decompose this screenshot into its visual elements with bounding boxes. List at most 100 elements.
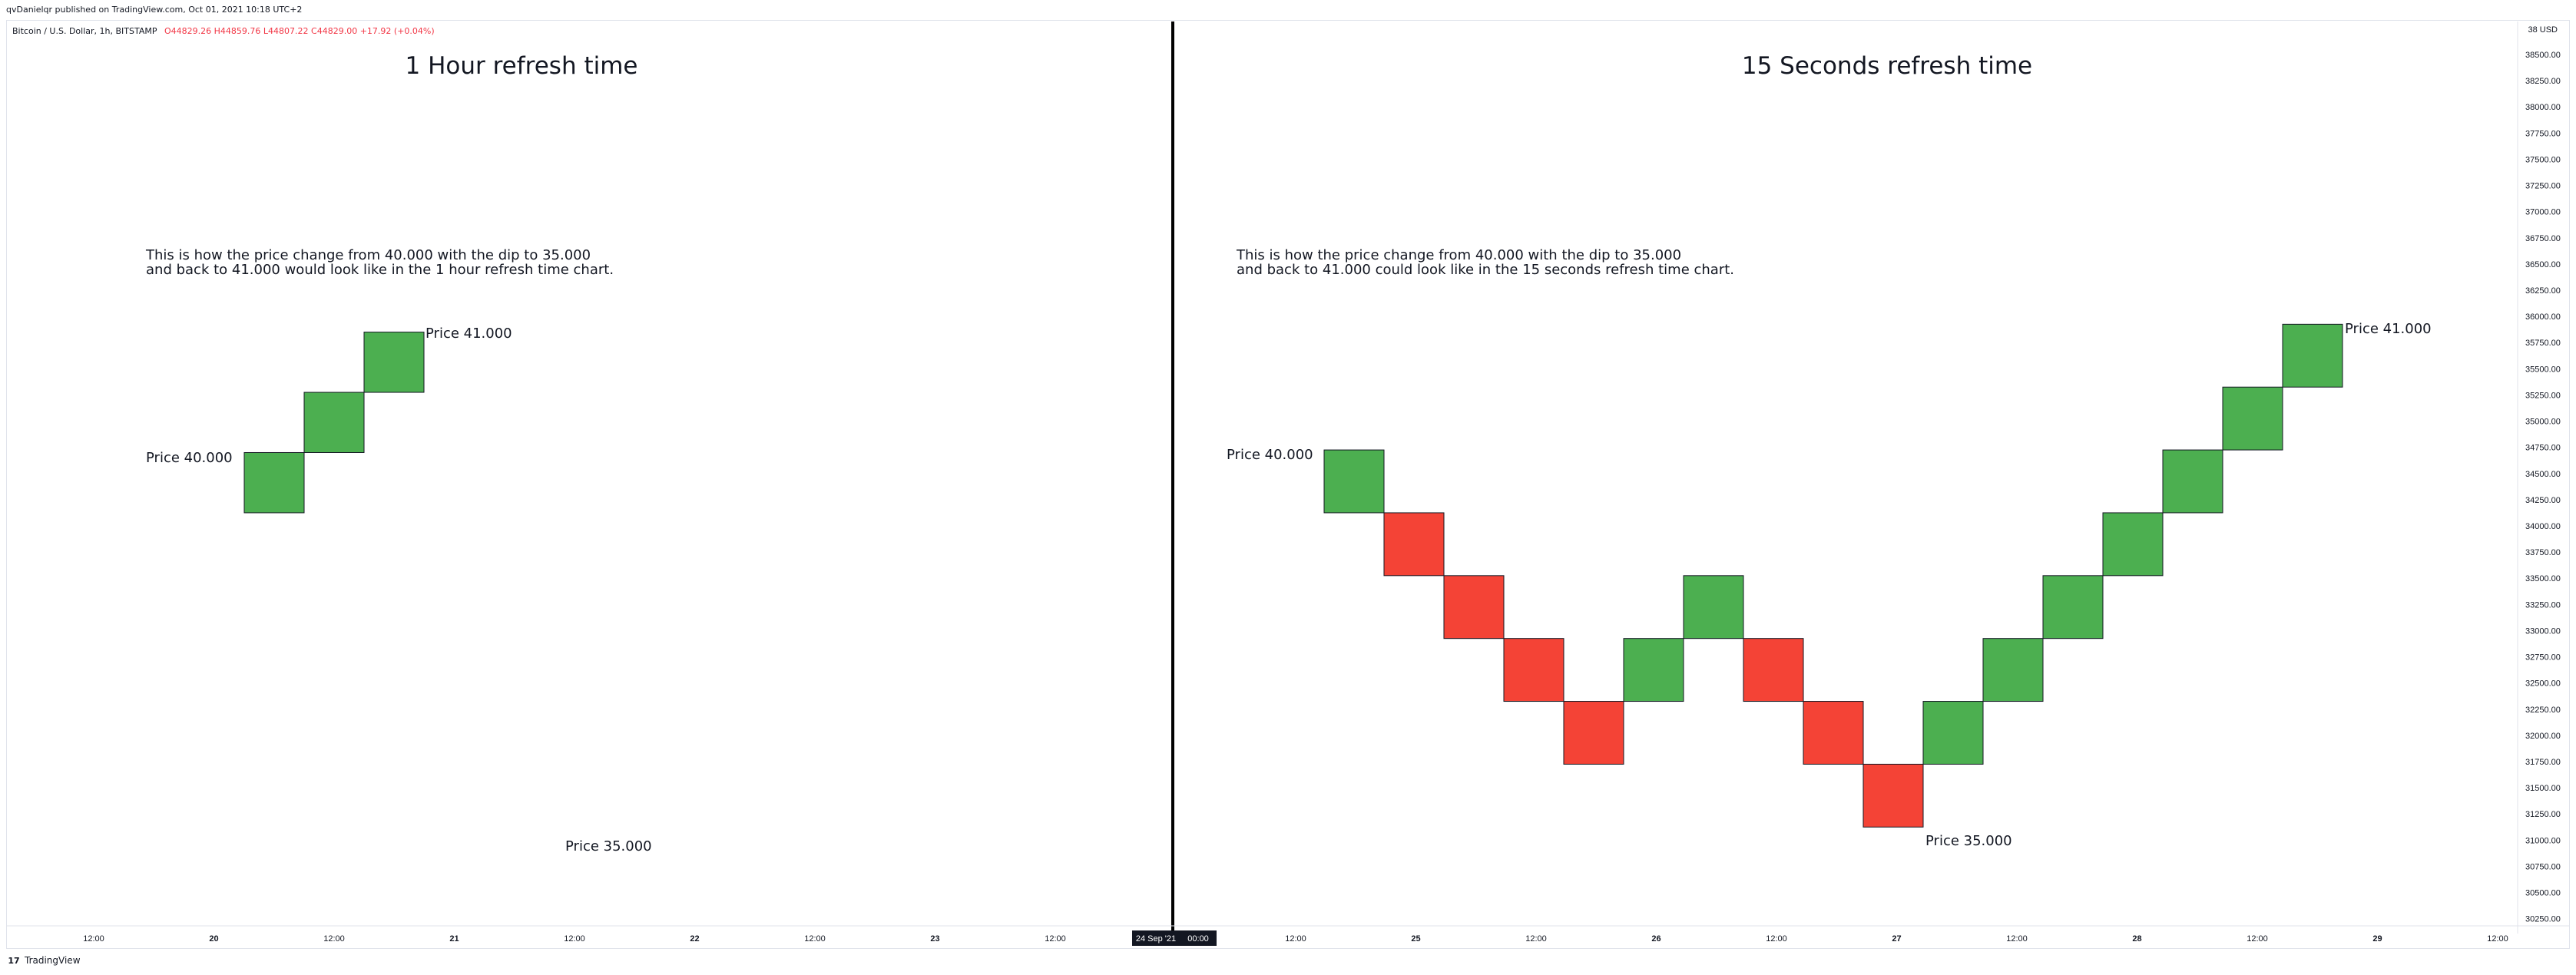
price-tick-label: 33750.00 [2525, 548, 2561, 557]
crosshair-time-label: 00:00 [1187, 934, 1209, 944]
price-tick-label: 37250.00 [2525, 182, 2561, 191]
panel-description-15s: This is how the price change from 40.000… [1236, 247, 1681, 263]
time-tick-label: 12:00 [804, 934, 826, 944]
price-tick-label: 33000.00 [2525, 626, 2561, 636]
renko-brick-down [1503, 638, 1564, 702]
time-tick-label: 22 [690, 934, 699, 944]
crosshair-date-badge [1132, 930, 1217, 946]
price-tick-label: 35500.00 [2525, 365, 2561, 374]
panel-description-15s: and back to 41.000 could look like in th… [1237, 262, 1734, 278]
renko-chart[interactable]: 38 USD 38500.00 38250.00 38000.00 37750.00 37… [0, 0, 2576, 952]
currency-label: 38 USD [2528, 25, 2558, 35]
renko-brick-down [1803, 701, 1864, 765]
price-tick-label: 35750.00 [2525, 339, 2561, 348]
panel-title-1h: 1 Hour refresh time [406, 52, 638, 80]
price-tick-label: 37750.00 [2525, 129, 2561, 138]
time-tick-label: 12:00 [1285, 934, 1306, 944]
price-tick-label: 34750.00 [2525, 444, 2561, 453]
renko-brick-up [1922, 701, 1984, 765]
price-tick-label: 32250.00 [2525, 706, 2561, 715]
brand-label[interactable]: TradingView [25, 955, 81, 966]
time-tick-label: 12:00 [564, 934, 585, 944]
renko-brick-up [2222, 386, 2283, 451]
time-tick-label: 20 [209, 934, 218, 944]
open-value: O44829.26 [164, 26, 212, 36]
renko-brick-up [243, 451, 305, 514]
time-tick-label: 12:00 [1766, 934, 1787, 944]
chart-frame [6, 20, 2570, 949]
time-tick-label: 29 [2372, 934, 2382, 944]
time-tick-label: 12:00 [83, 934, 104, 944]
renko-brick-up [1683, 575, 1744, 640]
time-axis[interactable]: 12:00 20 12:00 21 12:00 22 12:00 23 12:00 12:00 25… [83, 930, 2508, 946]
low-value: L44807.22 [263, 26, 309, 36]
renko-brick-down [1743, 638, 1804, 702]
renko-brick-down [1563, 701, 1624, 765]
symbol-label: Bitcoin / U.S. Dollar, 1h, BITSTAMP [12, 26, 157, 36]
footer: 17 TradingView [8, 955, 81, 966]
price-tick-label: 32750.00 [2525, 653, 2561, 663]
time-tick-label: 25 [1411, 934, 1420, 944]
price-tick-label: 33500.00 [2525, 574, 2561, 583]
time-tick-label: 23 [930, 934, 939, 944]
price-tick-label: 38500.00 [2525, 51, 2561, 60]
renko-brick-up [1623, 638, 1684, 702]
renko-brick-up [1323, 449, 1385, 514]
publisher-line: qvDanielqr published on TradingView.com,… [6, 5, 303, 15]
price-tick-label: 38250.00 [2525, 77, 2561, 86]
price-tick-label: 33250.00 [2525, 600, 2561, 610]
change-value: +17.92 (+0.04%) [359, 26, 435, 36]
price-tick-label: 34000.00 [2525, 522, 2561, 531]
price-tick-label: 36000.00 [2525, 312, 2561, 322]
time-tick-label: 28 [2132, 934, 2141, 944]
price-tick-label: 35000.00 [2525, 418, 2561, 427]
price-tick-label: 36250.00 [2525, 286, 2561, 296]
price-tick-label: 37000.00 [2525, 208, 2561, 217]
high-value: H44859.76 [214, 26, 261, 36]
price-tick-label: 35250.00 [2525, 391, 2561, 400]
price-tick-label: 30250.00 [2525, 915, 2561, 924]
price-tick-label: 36500.00 [2525, 260, 2561, 269]
price-tick-label: 31750.00 [2525, 758, 2561, 767]
time-tick-label: 12:00 [2006, 934, 2028, 944]
renko-brick-up [363, 332, 425, 393]
price-annotation: Price 35.000 [565, 838, 652, 854]
renko-brick-up [2162, 449, 2223, 514]
price-annotation: Price 41.000 [2345, 321, 2432, 337]
renko-brick-up [303, 392, 365, 453]
time-tick-label: 21 [449, 934, 459, 944]
time-tick-label: 12:00 [1525, 934, 1547, 944]
price-tick-label: 32000.00 [2525, 732, 2561, 741]
time-tick-label: 26 [1651, 934, 1660, 944]
time-tick-label: 12:00 [2247, 934, 2268, 944]
renko-brick-down [1383, 512, 1445, 577]
price-tick-label: 34500.00 [2525, 470, 2561, 479]
price-annotation: Price 41.000 [425, 326, 512, 342]
price-tick-label: 37500.00 [2525, 155, 2561, 164]
price-tick-label: 30500.00 [2525, 889, 2561, 898]
price-annotation: Price 35.000 [1925, 833, 2012, 849]
renko-brick-up [1982, 638, 2044, 702]
price-tick-label: 30750.00 [2525, 862, 2561, 871]
price-tick-label: 31000.00 [2525, 836, 2561, 845]
tradingview-logo-icon[interactable]: 17 [8, 955, 20, 966]
panel-description-1h: and back to 41.000 would look like in th… [146, 262, 614, 278]
renko-bricks [243, 323, 2343, 828]
panel-description-1h: This is how the price change from 40.000… [145, 247, 591, 263]
time-tick-label: 12:00 [2487, 934, 2508, 944]
renko-brick-down [1862, 763, 1924, 828]
renko-brick-up [2102, 512, 2164, 577]
renko-brick-down [1443, 575, 1505, 640]
panel-title-15s: 15 Seconds refresh time [1742, 52, 2032, 80]
time-tick-label: 12:00 [323, 934, 345, 944]
price-annotation: Price 40.000 [1227, 447, 1313, 463]
crosshair-date-label: 24 Sep '21 [1136, 934, 1176, 944]
price-annotation: Price 40.000 [146, 450, 233, 466]
price-tick-label: 38000.00 [2525, 103, 2561, 112]
close-value: C44829.00 [311, 26, 358, 36]
time-tick-label: 27 [1892, 934, 1901, 944]
price-tick-label: 36750.00 [2525, 234, 2561, 243]
price-axis[interactable]: 38 USD 38500.00 38250.00 38000.00 37750.00 37… [2525, 25, 2561, 924]
renko-brick-up [2042, 575, 2104, 640]
annotations: 1 Hour refresh time This is how the price… [145, 52, 2432, 854]
